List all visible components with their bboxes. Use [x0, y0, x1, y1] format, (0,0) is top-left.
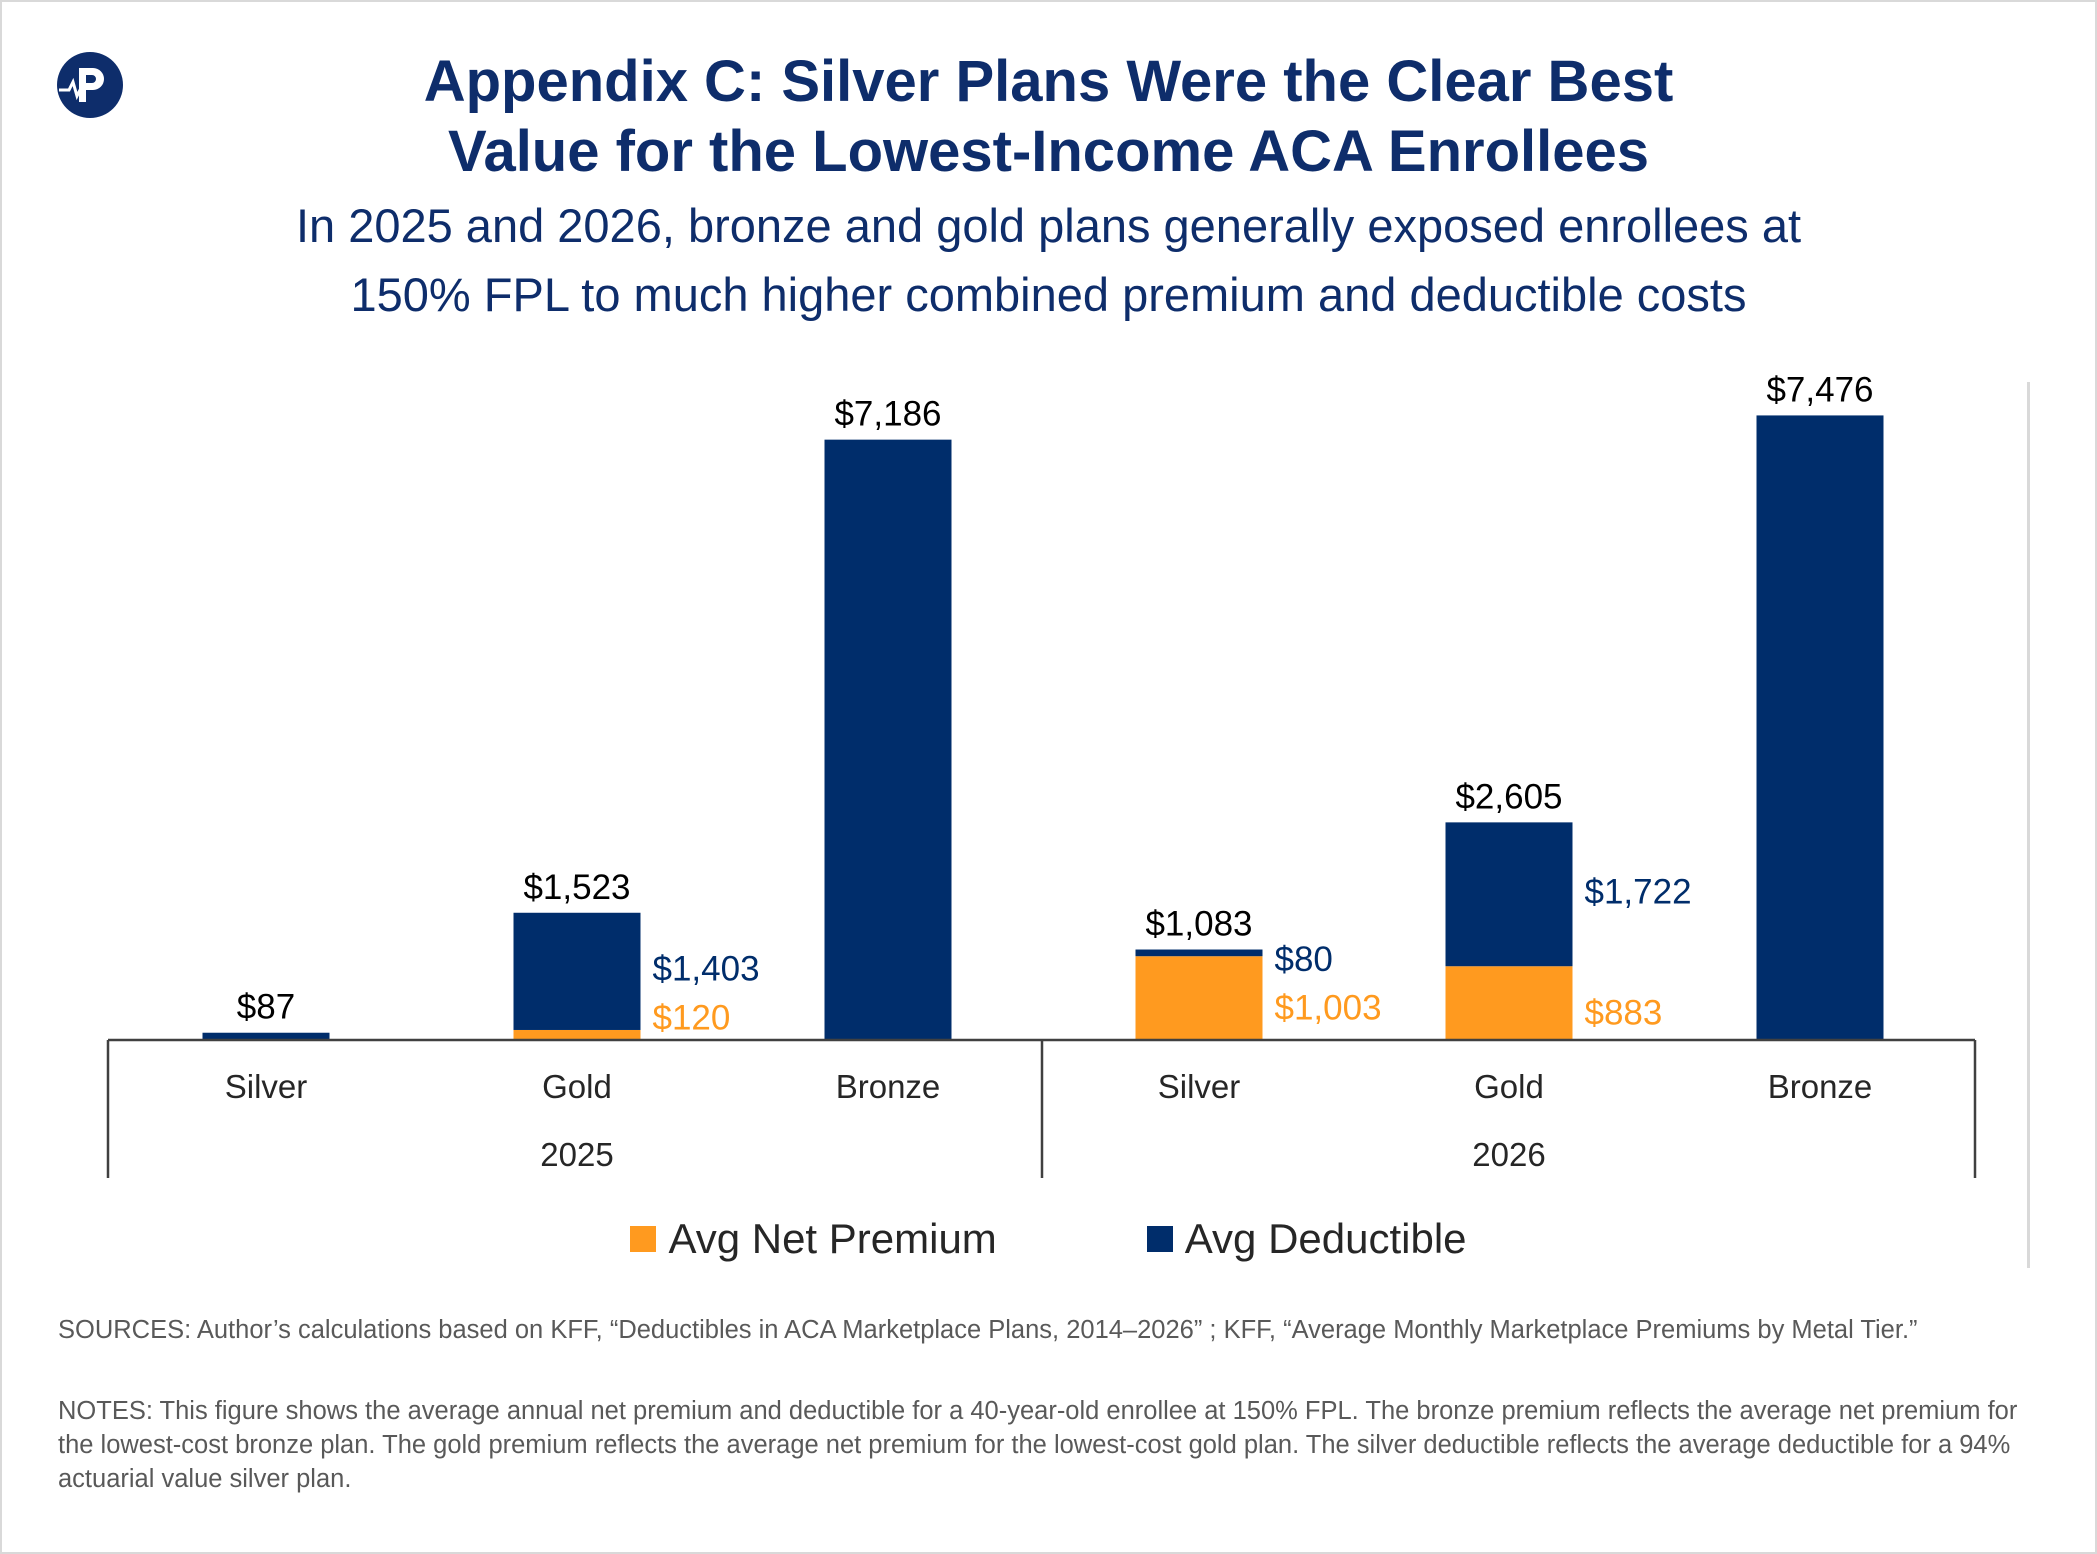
deductible-label-3: $80	[1275, 940, 1333, 979]
legend-item-deductible: Avg Deductible	[1146, 1215, 1467, 1263]
bar-deductible-5	[1756, 415, 1884, 1040]
chart-title-line-1: Appendix C: Silver Plans Were the Clear …	[423, 49, 1674, 114]
category-label-4: Gold	[1474, 1068, 1544, 1105]
total-label-5: $7,476	[1766, 370, 1873, 409]
group-label-2025: 2025	[540, 1136, 613, 1173]
bar-deductible-1	[513, 912, 641, 1030]
bar-deductible-2	[824, 439, 952, 1040]
bar-chart: $87 Silver $1,523 $1,403 $120 Gold $7,186 Bronz…	[106, 370, 1977, 1178]
sources-note: SOURCES: Author’s calculations based on …	[58, 1316, 1918, 1344]
category-label-5: Bronze	[1768, 1068, 1873, 1105]
bar-deductible-0	[202, 1032, 330, 1040]
premium-label-4: $883	[1585, 993, 1663, 1032]
logo-icon	[57, 52, 123, 118]
chart-subtitle-line-1: In 2025 and 2026, bronze and gold plans …	[295, 199, 1802, 252]
category-label-1: Gold	[542, 1068, 612, 1105]
premium-label-3: $1,003	[1275, 988, 1382, 1027]
deductible-label-4: $1,722	[1585, 873, 1692, 912]
notes-text: NOTES: This figure shows the average ann…	[58, 1397, 2018, 1493]
legend-item-net-premium: Avg Net Premium	[630, 1215, 997, 1263]
legend-swatch-net-premium	[630, 1226, 657, 1252]
group-label-2026: 2026	[1472, 1136, 1545, 1173]
total-label-4: $2,605	[1455, 777, 1562, 816]
total-label-0: $87	[237, 988, 295, 1027]
total-label-1: $1,523	[523, 868, 630, 907]
legend-label-deductible: Avg Deductible	[1184, 1215, 1467, 1262]
bar-premium-4	[1445, 966, 1573, 1040]
category-label-2: Bronze	[836, 1068, 941, 1105]
bar-premium-3	[1135, 956, 1263, 1040]
deductible-label-1: $1,403	[653, 950, 760, 989]
legend: Avg Net Premium Avg Deductible	[0, 1215, 2097, 1263]
category-label-3: Silver	[1158, 1068, 1241, 1105]
bar-premium-1	[513, 1029, 641, 1040]
legend-label-net-premium: Avg Net Premium	[668, 1215, 997, 1262]
bar-deductible-4	[1445, 822, 1573, 967]
legend-swatch-deductible	[1146, 1226, 1173, 1252]
total-label-3: $1,083	[1145, 905, 1252, 944]
premium-label-1: $120	[653, 998, 731, 1037]
right-divider	[2027, 382, 2030, 1268]
chart-title-line-2: Value for the Lowest-Income ACA Enrollee…	[447, 119, 1650, 184]
bar-deductible-3	[1135, 949, 1263, 957]
category-label-0: Silver	[225, 1068, 308, 1105]
total-label-2: $7,186	[834, 395, 941, 434]
chart-subtitle-line-2: 150% FPL to much higher combined premium…	[350, 268, 1747, 321]
